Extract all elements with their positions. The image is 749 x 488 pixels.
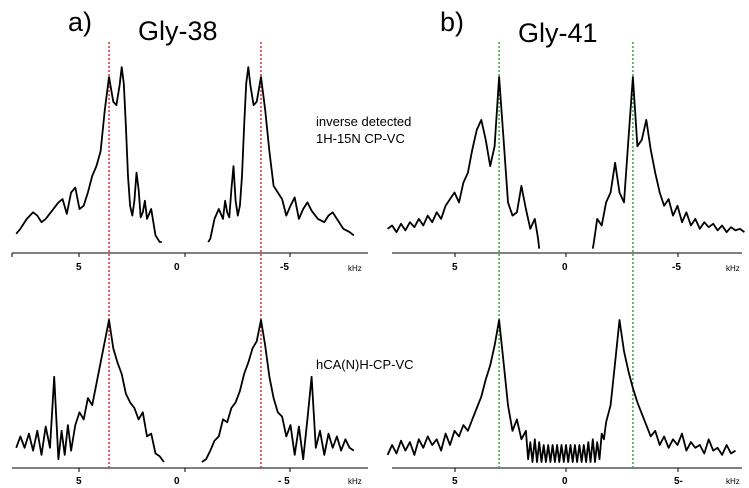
marker-lines: [108, 42, 634, 468]
spectrum-trace-b-segment-0: [386, 319, 736, 463]
panel-a-title: Gly-38: [138, 16, 218, 46]
tick-label: 0: [174, 262, 180, 273]
tick-label: 5-: [674, 476, 683, 487]
spectrum-trace-a-segment-1: [201, 319, 355, 463]
tick-label: 5: [452, 476, 458, 487]
unit-label: kHz: [726, 264, 740, 273]
spectrum-trace-a-segment-1: [207, 66, 355, 243]
spectrum-traces: [15, 66, 745, 463]
tick-label: 0: [562, 476, 568, 487]
tick-label: - 5: [278, 476, 290, 487]
unit-label: kHz: [348, 264, 362, 273]
panel-b-letter: b): [440, 7, 464, 37]
panel-b-title: Gly-41: [518, 18, 598, 48]
tick-label: -5: [672, 262, 681, 273]
axis-b-top: 5 0 -5 kHz: [392, 252, 742, 273]
annotation-inverse-detected: inverse detected: [316, 114, 411, 129]
axis-a-bottom: 5 0 - 5 kHz: [12, 467, 368, 487]
axis-b-bottom: 5 0 5- kHz: [392, 467, 742, 487]
panel-a-letter: a): [68, 7, 92, 37]
spectrum-trace-a-segment-0: [15, 66, 162, 243]
tick-label: 5: [76, 476, 82, 487]
unit-label: kHz: [348, 477, 362, 486]
axis-a-top: 5 0 -5 kHz: [11, 252, 368, 273]
tick-label: 5: [452, 262, 458, 273]
unit-label: kHz: [726, 477, 740, 486]
spectrum-trace-a-segment-0: [15, 319, 165, 463]
spectrum-trace-b-segment-0: [387, 76, 541, 249]
tick-label: 0: [562, 262, 568, 273]
annotation-cp-vc: 1H-15N CP-VC: [316, 131, 405, 146]
tick-label: 5: [76, 262, 82, 273]
tick-label: 0: [174, 476, 180, 487]
spectrum-trace-b-segment-1: [591, 76, 745, 249]
annotation-hcanh-cp-vc: hCA(N)H-CP-VC: [316, 357, 414, 372]
tick-label: -5: [280, 262, 289, 273]
